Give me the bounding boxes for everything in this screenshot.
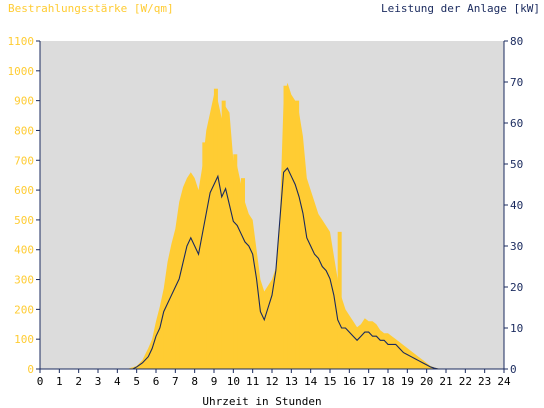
- x-tick-label: 24: [497, 375, 511, 388]
- left-axis-title: Bestrahlungsstärke [W/qm]: [8, 2, 174, 15]
- left-tick-label: 1000: [8, 65, 35, 78]
- left-tick-label: 100: [14, 333, 34, 346]
- right-tick-label: 40: [510, 199, 523, 212]
- irradiance-spike: [175, 279, 180, 369]
- x-axis-title: Uhrzeit in Stunden: [202, 395, 321, 408]
- left-tick-label: 500: [14, 214, 34, 227]
- x-tick-label: 22: [459, 375, 472, 388]
- left-tick-label: 1100: [8, 35, 35, 48]
- x-tick-label: 18: [381, 375, 394, 388]
- irradiance-spike: [213, 88, 218, 369]
- left-tick-label: 800: [14, 124, 34, 137]
- x-tick-label: 3: [95, 375, 102, 388]
- x-tick-label: 12: [265, 375, 278, 388]
- left-tick-label: 900: [14, 95, 34, 108]
- x-tick-label: 13: [285, 375, 298, 388]
- power-series: [40, 167, 504, 370]
- x-tick-label: 8: [191, 375, 198, 388]
- x-tick-label: 1: [56, 375, 63, 388]
- right-tick-label: 80: [510, 35, 523, 48]
- irradiance-spike: [221, 100, 226, 370]
- left-tick-label: 200: [14, 303, 34, 316]
- right-tick-label: 10: [510, 322, 523, 335]
- right-tick-label: 60: [510, 117, 523, 130]
- x-tick-label: 11: [246, 375, 259, 388]
- right-axis-ticks: 0 10 20 30 40 50 60 70 80: [504, 35, 523, 376]
- left-tick-label: 0: [27, 363, 34, 376]
- x-tick-label: 4: [114, 375, 121, 388]
- left-tick-label: 600: [14, 184, 34, 197]
- irradiance-spike: [163, 309, 168, 369]
- left-axis-ticks: 0 100 200 300 400 500 600 700 800 900 1000 1100: [8, 35, 40, 376]
- irradiance-area: [40, 82, 504, 369]
- power-line: [40, 167, 504, 370]
- left-tick-label: 300: [14, 274, 34, 287]
- right-axis-title: Leistung der Anlage [kW]: [381, 2, 540, 15]
- irradiance-spike: [233, 154, 238, 369]
- x-tick-label: 16: [343, 375, 356, 388]
- x-tick-label: 7: [172, 375, 179, 388]
- x-tick-label: 10: [227, 375, 240, 388]
- irradiance-spike: [337, 231, 342, 369]
- right-tick-label: 50: [510, 158, 523, 171]
- x-tick-label: 9: [211, 375, 218, 388]
- x-tick-label: 20: [420, 375, 433, 388]
- x-tick-label: 23: [478, 375, 491, 388]
- x-tick-label: 15: [323, 375, 336, 388]
- x-tick-label: 0: [37, 375, 44, 388]
- x-tick-label: 21: [439, 375, 452, 388]
- irradiance-spike: [202, 142, 207, 369]
- x-tick-label: 2: [75, 375, 82, 388]
- irradiance-spike: [241, 178, 245, 369]
- x-tick-label: 6: [153, 375, 160, 388]
- left-tick-label: 700: [14, 154, 34, 167]
- irradiance-series: [40, 82, 504, 370]
- x-tick-label: 5: [133, 375, 140, 388]
- x-tick-label: 19: [401, 375, 414, 388]
- left-tick-label: 400: [14, 244, 34, 257]
- right-tick-label: 30: [510, 240, 523, 253]
- right-tick-label: 20: [510, 281, 523, 294]
- irradiance-spike: [183, 190, 187, 369]
- x-tick-label: 14: [304, 375, 318, 388]
- irradiance-spike: [283, 85, 288, 370]
- irradiance-spike: [295, 100, 300, 370]
- x-tick-label: 17: [362, 375, 375, 388]
- right-tick-label: 70: [510, 76, 523, 89]
- right-tick-label: 0: [510, 363, 517, 376]
- x-axis-ticks: 0 1 2 3 4 5 6 7 8 9 10 11 12 13 14 15 16 17 18 19 20 21 22 23 24: [37, 369, 511, 388]
